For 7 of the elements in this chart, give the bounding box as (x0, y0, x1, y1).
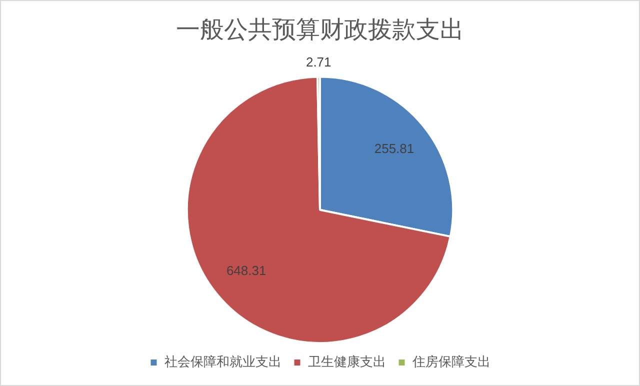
legend-label: 住房保障支出 (411, 354, 490, 370)
legend-label: 卫生健康支出 (308, 354, 386, 370)
legend-label: 社会保障和就业支出 (164, 354, 282, 370)
data-label: 255.81 (374, 140, 414, 156)
data-label: 2.71 (306, 54, 332, 70)
chart-title: 一般公共预算财政拨款支出 (176, 16, 464, 44)
data-label: 648.31 (226, 262, 266, 278)
